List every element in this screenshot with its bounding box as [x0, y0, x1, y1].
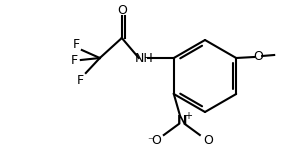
Text: F: F [72, 39, 79, 52]
Text: +: + [184, 111, 192, 121]
Text: ⁻: ⁻ [147, 136, 153, 146]
Text: O: O [151, 134, 161, 148]
Text: N: N [177, 113, 187, 127]
Text: NH: NH [134, 52, 153, 64]
Text: F: F [70, 54, 77, 67]
Text: F: F [76, 73, 84, 86]
Text: O: O [253, 49, 263, 63]
Text: O: O [117, 3, 127, 16]
Text: O: O [203, 134, 213, 148]
